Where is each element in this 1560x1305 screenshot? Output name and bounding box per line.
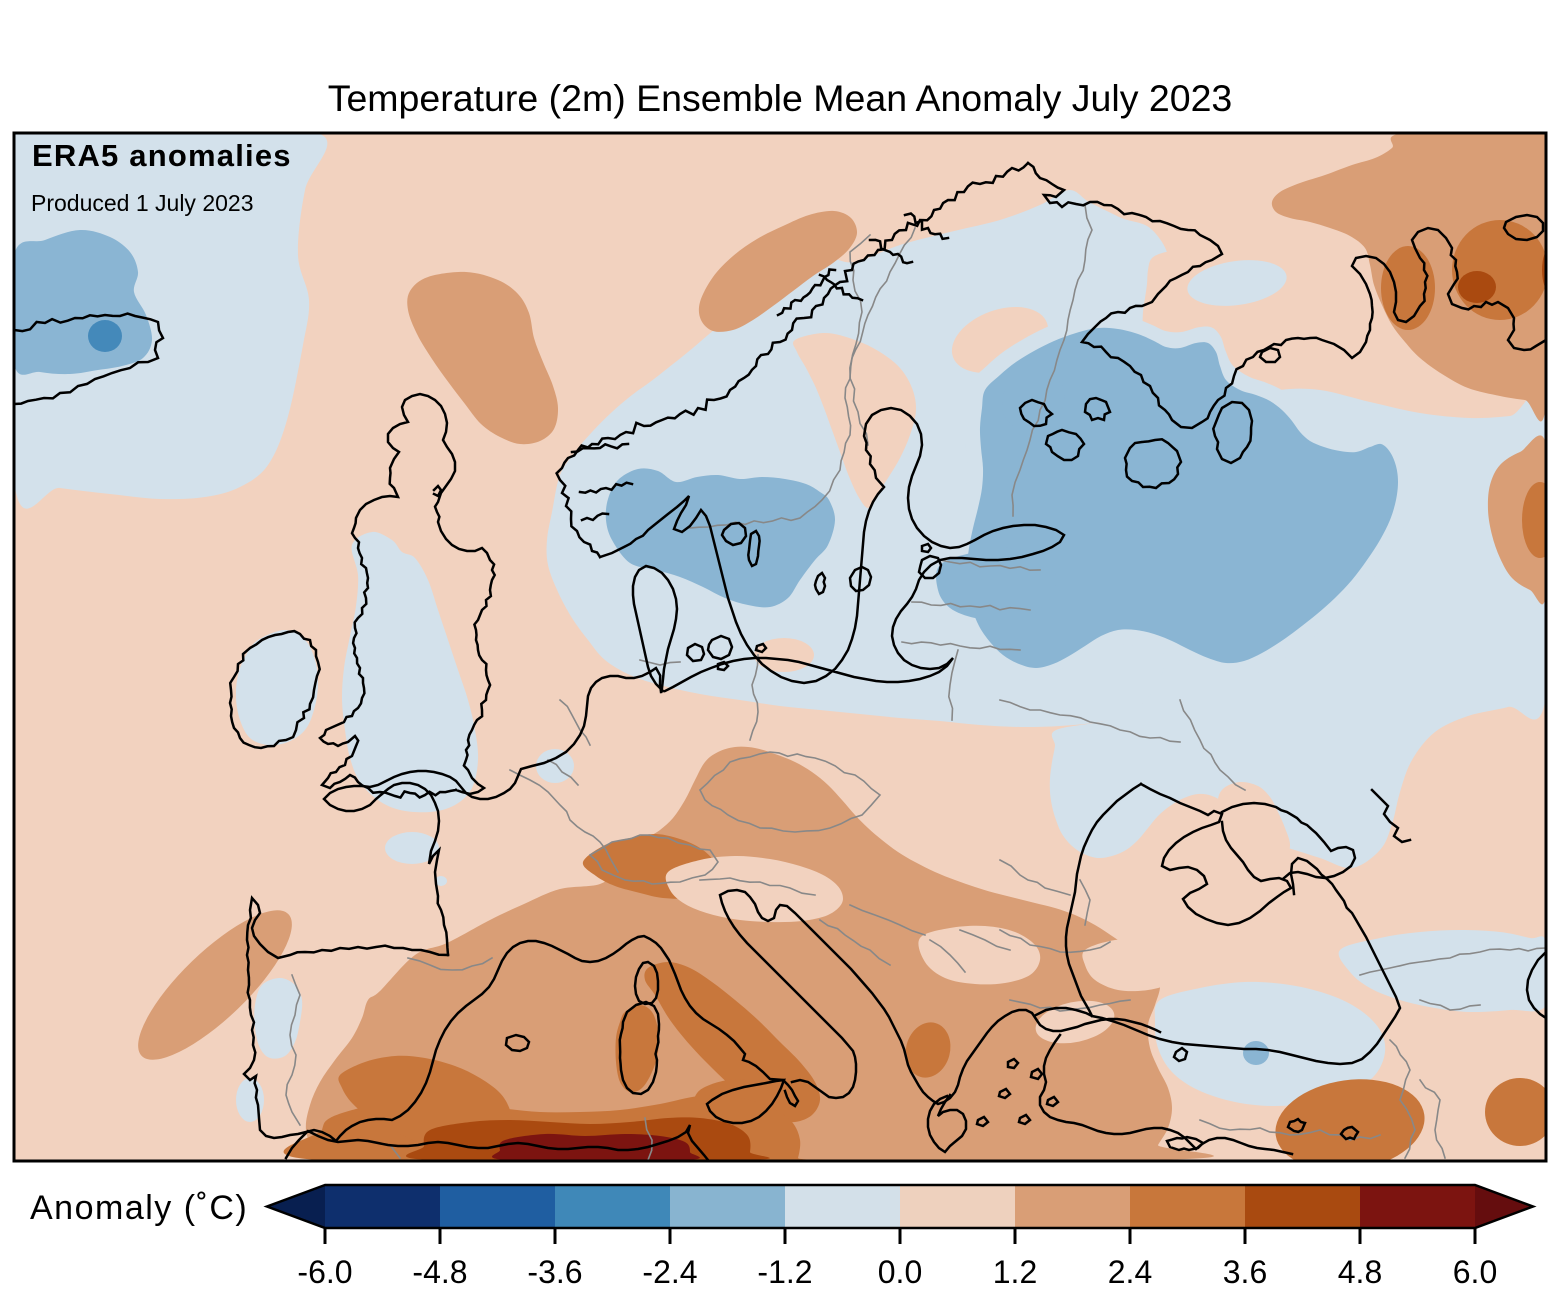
svg-text:4.8: 4.8	[1338, 1254, 1382, 1290]
svg-text:2.4: 2.4	[1108, 1254, 1152, 1290]
svg-text:Anomaly (˚C): Anomaly (˚C)	[30, 1189, 248, 1227]
svg-text:0.0: 0.0	[878, 1254, 922, 1290]
svg-text:-6.0: -6.0	[297, 1254, 352, 1290]
svg-text:-2.4: -2.4	[642, 1254, 697, 1290]
svg-text:Temperature (2m) Ensemble Mean: Temperature (2m) Ensemble Mean Anomaly J…	[328, 77, 1233, 119]
svg-text:1.2: 1.2	[993, 1254, 1037, 1290]
svg-text:ERA5 anomalies: ERA5 anomalies	[32, 138, 292, 173]
svg-text:-1.2: -1.2	[757, 1254, 812, 1290]
svg-text:6.0: 6.0	[1453, 1254, 1497, 1290]
svg-text:3.6: 3.6	[1223, 1254, 1267, 1290]
svg-text:Produced 1 July 2023: Produced 1 July 2023	[31, 190, 254, 216]
svg-text:-4.8: -4.8	[412, 1254, 467, 1290]
svg-text:-3.6: -3.6	[527, 1254, 582, 1290]
